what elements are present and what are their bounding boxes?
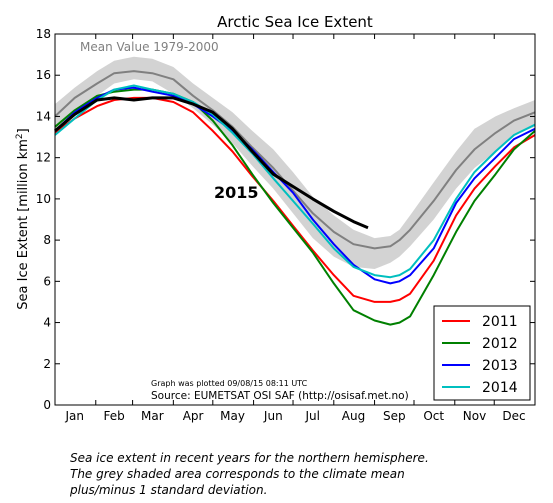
- x-tick-label: Nov: [463, 409, 486, 423]
- std-band: [55, 56, 535, 270]
- y-tick-label: 8: [43, 233, 51, 247]
- y-tick-label: 16: [36, 68, 51, 82]
- x-tick-label: Feb: [104, 409, 125, 423]
- x-tick-label: Apr: [183, 409, 204, 423]
- plot-frame: [54, 33, 536, 406]
- x-tick-label: Sep: [383, 409, 406, 423]
- legend-label-2012: 2012: [482, 336, 518, 352]
- annotation-2015: 2015: [214, 183, 259, 202]
- chart-title: Arctic Sea Ice Extent: [217, 13, 373, 31]
- y-axis-label-sup: 2: [15, 133, 25, 139]
- x-tick-label: Jun: [263, 409, 283, 423]
- legend-label-2014: 2014: [482, 380, 518, 396]
- x-tick-label: Mar: [141, 409, 164, 423]
- y-tick-label: 2: [43, 357, 51, 371]
- x-tick-label: Oct: [423, 409, 444, 423]
- y-axis-ticks: 0 2 4 6 8 10 12 14 16 18: [36, 27, 535, 412]
- legend: 2011 2012 2013 2014: [433, 305, 531, 401]
- x-tick-label: Jan: [64, 409, 84, 423]
- plotted-note: Graph was plotted 09/08/15 08:11 UTC: [151, 379, 308, 388]
- series-line-2012: [54, 88, 536, 326]
- series-line-2015: [54, 96, 369, 230]
- y-tick-label: 4: [43, 316, 51, 330]
- legend-label-2013: 2013: [482, 358, 518, 374]
- y-tick-label: 6: [43, 274, 51, 288]
- plot-area: [54, 56, 536, 326]
- y-axis-label-prefix: Sea Ice Extent [million km: [16, 139, 31, 310]
- x-tick-label: Aug: [342, 409, 365, 423]
- y-tick-label: 0: [43, 398, 51, 412]
- series-line-2011: [54, 96, 536, 303]
- series-line-2014: [54, 84, 536, 279]
- series-line-2013: [54, 86, 536, 285]
- y-tick-label: 18: [36, 27, 51, 41]
- mean-line: [54, 70, 536, 250]
- x-axis-ticks: Jan Feb Mar Apr May Jun Jul Aug Sep Oct Nov Dec: [54, 34, 536, 423]
- legend-label-2011: 2011: [482, 314, 518, 330]
- caption-line-2: The grey shaded area corresponds to the …: [70, 467, 405, 481]
- y-axis-label-suffix: ]: [16, 128, 31, 133]
- y-axis-label: Sea Ice Extent [million km2]: [15, 128, 31, 309]
- x-tick-label: Dec: [502, 409, 525, 423]
- y-tick-label: 14: [36, 109, 51, 123]
- y-tick-label: 10: [36, 192, 51, 206]
- x-tick-label: May: [220, 409, 245, 423]
- caption-line-3: plus/minus 1 standard deviation.: [70, 483, 268, 497]
- y-tick-label: 12: [36, 151, 51, 165]
- mean-value-label: Mean Value 1979-2000: [80, 40, 219, 54]
- caption-line-1: Sea ice extent in recent years for the n…: [70, 451, 429, 465]
- source-note: Source: EUMETSAT OSI SAF (http://osisaf.…: [151, 390, 409, 402]
- x-tick-label: Jul: [305, 409, 320, 423]
